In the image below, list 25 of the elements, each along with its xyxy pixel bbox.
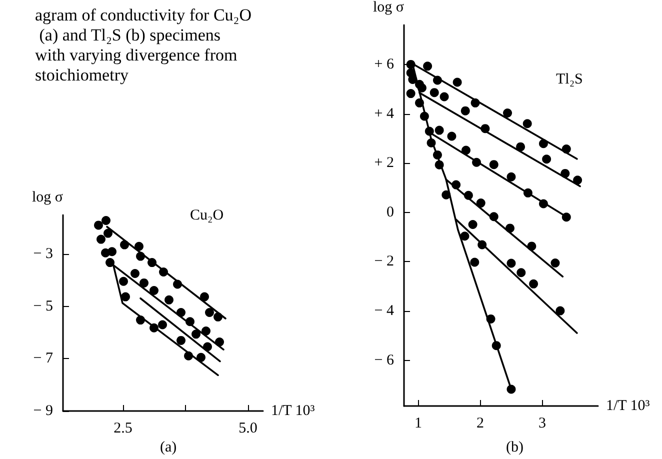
y-axis-title: log σ [32, 190, 63, 206]
y-tick-label: − 9 [33, 403, 53, 419]
y-tick-label: + 2 [374, 155, 394, 172]
x-tick-label: 2 [476, 416, 484, 432]
chart-title: agram of conductivity for Cu₂O (a) and Tl₂S (b) specimens with varying divergence from stoichiometry [35, 6, 252, 84]
x-axis-title: 1/T 10³ [606, 398, 650, 414]
y-tick-label: + 4 [374, 106, 394, 122]
y-tick-label: − 3 [33, 246, 53, 262]
y-tick-label: 0 [386, 204, 394, 220]
x-axis-title: 1/T 10³ [271, 403, 316, 419]
y-tick-label: − 2 [374, 254, 394, 270]
annotation: Cu₂O [190, 208, 224, 224]
x-tick-label: 5.0 [238, 420, 258, 436]
y-tick-label: − 7 [33, 350, 54, 367]
y-axis-title: log σ [372, 0, 404, 16]
x-tick-label: 1 [414, 416, 422, 432]
text: (b) [506, 440, 524, 456]
y-tick-label: − 5 [33, 298, 53, 314]
text: (a) [160, 440, 177, 456]
x-tick-label: 3 [538, 416, 546, 432]
y-tick-label: + 6 [374, 56, 394, 72]
y-tick-label: − 4 [374, 303, 394, 320]
y-tick-label: − 6 [374, 352, 394, 368]
x-tick-label: 2.5 [114, 420, 132, 436]
annotation: Tl₂S [556, 72, 583, 88]
